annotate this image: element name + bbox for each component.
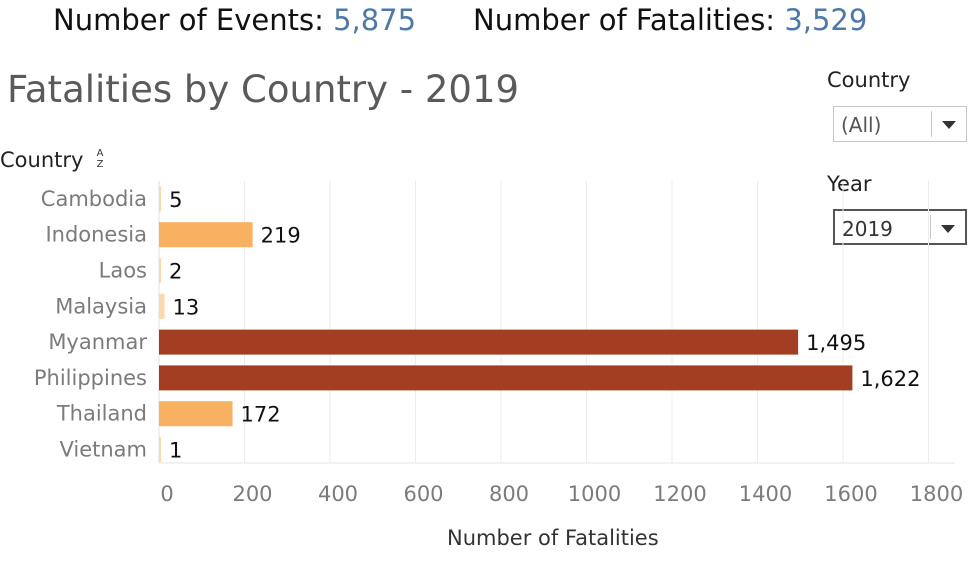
fatalities-kpi: Number of Fatalities: 3,529 [473,3,867,37]
data-label: 1,495 [806,331,866,355]
country-filter-label: Country [827,68,911,92]
chart-title: Fatalities by Country - 2019 [7,68,520,111]
data-label: 172 [241,403,281,427]
events-kpi: Number of Events: 5,875 [53,3,416,37]
y-category-label: Vietnam [59,438,147,462]
data-label: 13 [173,295,200,319]
bar [159,258,161,283]
bar [159,401,233,427]
x-tick-label: 0 [160,482,173,506]
x-tick-label: 1600 [824,482,877,506]
data-label: 219 [261,224,301,248]
bar [159,293,165,319]
year-filter-dropdown[interactable]: 2019 [833,209,967,245]
bar [159,437,161,462]
data-label: 1 [169,439,182,463]
x-tick-label: 400 [318,482,358,506]
dropdown-separator [930,215,931,239]
x-axis-title-text: Number of Fatalities [447,526,659,550]
chevron-down-icon[interactable] [942,121,956,129]
year-filter-label: Year [827,172,872,196]
x-tick-label: 800 [489,482,529,506]
y-category-label: Laos [99,259,147,283]
fatalities-kpi-value: 3,529 [784,3,868,37]
x-tick-label: 1400 [739,482,792,506]
events-kpi-value: 5,875 [333,3,417,37]
x-tick-label: 200 [232,482,272,506]
dropdown-separator [931,111,932,137]
y-category-label: Cambodia [41,187,147,211]
bar [159,222,253,248]
bar [159,365,853,391]
bar [159,186,162,212]
y-category-label: Malaysia [55,294,147,318]
year-filter-value: 2019 [842,217,893,241]
country-filter-value: (All) [841,113,882,137]
x-tick-label: 1200 [653,482,706,506]
data-label: 1,622 [860,367,920,391]
x-tick-label: 1800 [910,482,963,506]
y-category-label: Philippines [34,366,147,390]
data-label: 2 [169,260,182,284]
y-category-label: Myanmar [48,330,147,354]
data-label: 5 [169,188,182,212]
y-category-label: Indonesia [45,223,147,247]
chevron-down-icon[interactable] [941,225,955,233]
x-tick-label: 1000 [568,482,621,506]
events-kpi-label: Number of Events: [53,3,324,37]
bar [159,329,799,355]
country-axis-header[interactable]: Country [0,148,84,172]
fatalities-kpi-label: Number of Fatalities: [473,3,776,37]
y-category-label: Thailand [56,402,147,426]
country-filter-dropdown[interactable]: (All) [833,106,967,142]
x-tick-label: 600 [403,482,443,506]
